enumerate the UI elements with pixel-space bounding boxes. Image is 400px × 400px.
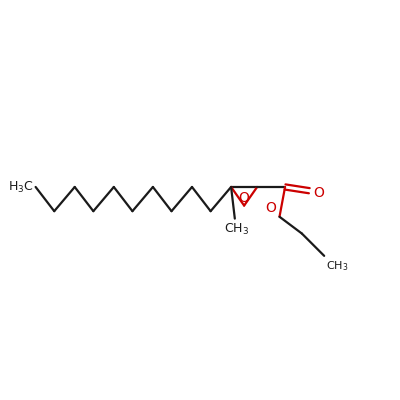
Text: CH$_3$: CH$_3$ bbox=[326, 260, 348, 273]
Text: H$_3$C: H$_3$C bbox=[8, 180, 34, 194]
Text: O: O bbox=[313, 186, 324, 200]
Text: O: O bbox=[266, 201, 276, 215]
Text: O: O bbox=[239, 191, 250, 205]
Text: CH$_3$: CH$_3$ bbox=[224, 222, 249, 238]
